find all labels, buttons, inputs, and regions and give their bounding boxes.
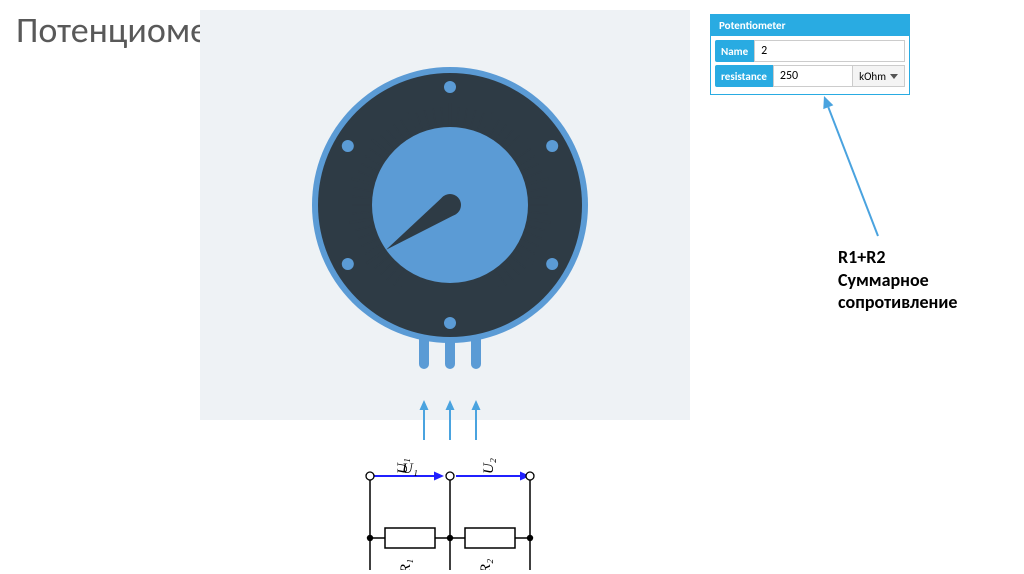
caption-line3: сопротивление <box>838 291 957 314</box>
row-name: Name 2 <box>715 40 905 62</box>
row-resistance-unit[interactable]: kOhm <box>853 65 905 87</box>
properties-panel: Potentiometer Name 2 resistance 250 kOhm <box>710 14 910 95</box>
potentiometer-illustration <box>302 57 598 393</box>
row-resistance-label: resistance <box>715 65 773 87</box>
row-name-label: Name <box>715 40 754 62</box>
panel-header: Potentiometer <box>711 15 909 36</box>
panel-body: Name 2 resistance 250 kOhm <box>711 36 909 94</box>
unit-text: kOhm <box>859 70 886 83</box>
caption-line1: R1+R2 <box>838 246 957 269</box>
row-resistance-value[interactable]: 250 <box>773 65 853 87</box>
row-resistance: resistance 250 kOhm <box>715 65 905 87</box>
chevron-down-icon <box>890 74 898 79</box>
svg-text:R₁: R₁ <box>398 559 414 570</box>
row-name-value[interactable]: 2 <box>754 40 905 62</box>
caption-line2: Суммарное <box>838 269 957 292</box>
schematic-diagram: U₁ R₁ R₂ <box>340 460 560 570</box>
svg-text:U₁: U₁ <box>402 461 418 477</box>
svg-text:R₂: R₂ <box>478 559 494 570</box>
sum-caption: R1+R2 Суммарное сопротивление <box>838 246 957 314</box>
